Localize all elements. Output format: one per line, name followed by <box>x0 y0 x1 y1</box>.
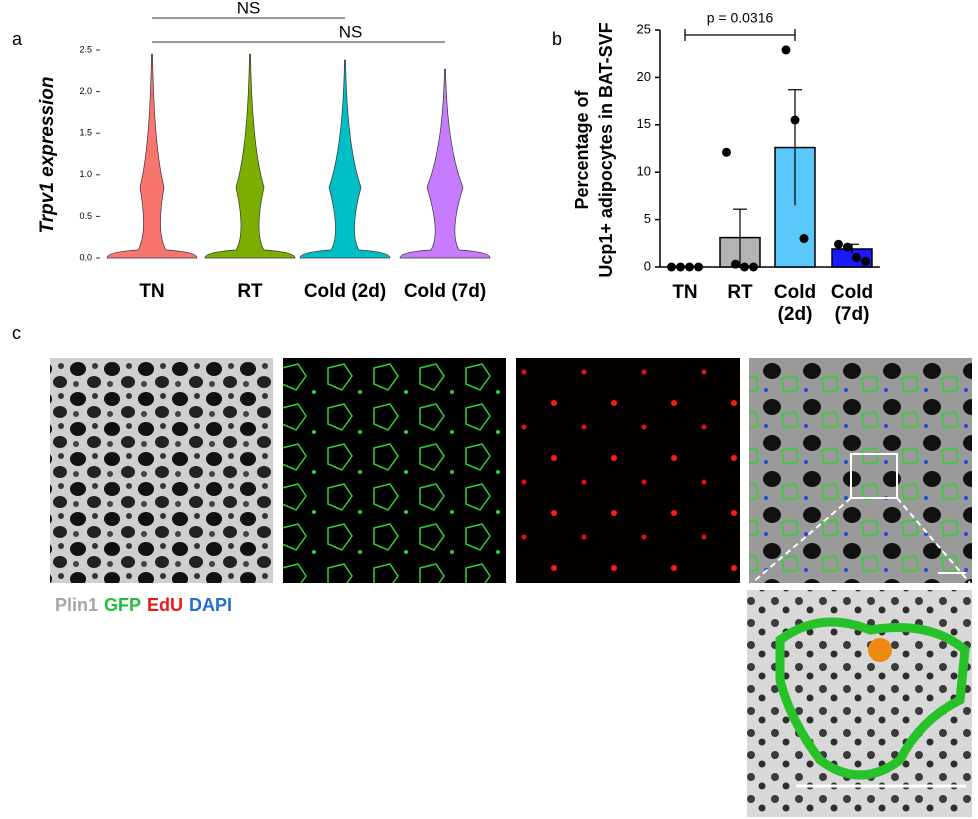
legend-entry: GFP <box>104 595 141 615</box>
panel-label: a <box>12 29 23 49</box>
x-tick-label: TN <box>139 281 164 302</box>
gfp-cell <box>775 617 970 780</box>
edu-nucleus <box>868 638 892 662</box>
zoom-box <box>850 453 898 499</box>
y-tick-label: 0.0 <box>79 252 92 262</box>
data-point <box>731 259 740 269</box>
data-point <box>685 262 694 272</box>
x-tick-label: RT <box>727 282 753 303</box>
data-point <box>740 262 749 272</box>
legend-entry: Plin1 <box>55 595 98 615</box>
y-tick-label: 20 <box>637 69 651 84</box>
significance-label: NS <box>339 22 363 41</box>
data-point <box>834 239 843 249</box>
y-tick-label: 10 <box>637 164 651 179</box>
y-tick-label: 15 <box>637 116 651 131</box>
micrograph-plin1 <box>50 358 273 583</box>
y-tick-label: 0.5 <box>79 211 92 221</box>
y-tick-label: 2.0 <box>79 86 92 96</box>
violin <box>204 53 296 259</box>
y-tick-label: 0 <box>644 258 651 273</box>
micrograph-gfp <box>283 358 506 583</box>
y-tick-label: 1.0 <box>79 169 92 179</box>
y-tick-label: 5 <box>644 211 651 226</box>
y-axis-label: Trpv1 expression <box>37 76 58 233</box>
data-point <box>861 256 870 266</box>
x-tick-label: Cold (7d) <box>404 281 486 302</box>
data-point <box>799 234 809 244</box>
violin <box>299 59 391 259</box>
x-tick-label: Cold (7d) <box>830 282 874 325</box>
channel-legend: Plin1 GFP EdU DAPI <box>55 595 232 615</box>
panel-label: c <box>12 323 21 343</box>
data-point <box>676 262 685 272</box>
significance-label: NS <box>237 0 261 17</box>
micrograph-edu <box>516 358 740 583</box>
y-axis-label: Ucp1+ adipocytes in BAT-SVF <box>596 22 616 277</box>
x-tick-label: Cold (2d) <box>773 282 817 325</box>
violin <box>399 68 491 259</box>
data-point <box>694 262 703 272</box>
legend-entry: DAPI <box>189 595 232 615</box>
data-point <box>722 147 731 157</box>
legend-entry: EdU <box>147 595 183 615</box>
significance-label: p = 0.0316 <box>707 10 774 26</box>
data-point <box>781 45 791 55</box>
data-point <box>790 115 800 125</box>
zoom-guide <box>896 497 971 584</box>
panel-label: b <box>552 29 562 49</box>
y-tick-label: 25 <box>637 21 651 36</box>
data-point <box>749 262 758 272</box>
y-tick-label: 2.5 <box>79 44 92 54</box>
x-tick-label: RT <box>237 281 263 302</box>
zoom-guide <box>751 497 852 584</box>
violin <box>106 53 198 259</box>
x-tick-label: TN <box>672 282 698 303</box>
micrograph-merge <box>749 358 972 583</box>
data-point <box>843 242 852 252</box>
data-point <box>852 253 861 263</box>
y-axis-label: Percentage of <box>572 89 592 209</box>
y-tick-label: 1.5 <box>79 128 92 138</box>
data-point <box>667 262 676 272</box>
x-tick-label: Cold (2d) <box>304 281 386 302</box>
